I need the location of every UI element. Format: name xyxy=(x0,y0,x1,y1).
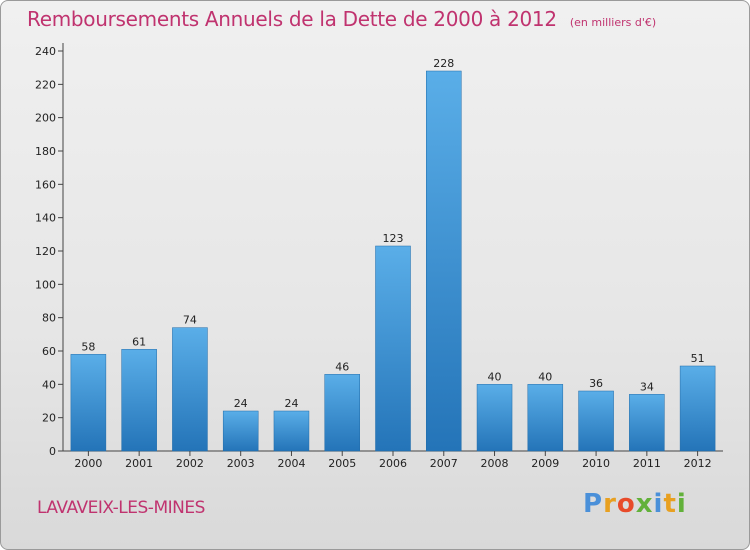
logo-letter: i xyxy=(676,489,687,519)
bar xyxy=(121,349,157,452)
logo-letter: t xyxy=(663,489,677,519)
logo-letter: r xyxy=(603,489,617,519)
data-label: 36 xyxy=(589,377,603,390)
data-label: 228 xyxy=(433,57,454,70)
x-tick-label: 2006 xyxy=(379,457,407,470)
y-tick-label: 20 xyxy=(42,412,56,425)
logo-letter: o xyxy=(616,489,636,519)
data-label: 40 xyxy=(538,370,552,383)
data-label: 58 xyxy=(81,340,95,353)
data-label: 51 xyxy=(691,352,705,365)
bar xyxy=(324,374,360,452)
x-tick-label: 2009 xyxy=(531,457,559,470)
logo-letter: x xyxy=(635,489,654,519)
data-label: 74 xyxy=(183,314,197,327)
x-tick-label: 2000 xyxy=(74,457,102,470)
x-tick-label: 2004 xyxy=(277,457,305,470)
x-tick-label: 2005 xyxy=(328,457,356,470)
chart-title: Remboursements Annuels de la Dette de 20… xyxy=(27,7,557,31)
y-tick-label: 160 xyxy=(35,178,56,191)
y-tick-label: 180 xyxy=(35,145,56,158)
x-tick-label: 2008 xyxy=(481,457,509,470)
bar xyxy=(172,327,208,452)
bar xyxy=(578,390,614,452)
data-label: 24 xyxy=(234,397,248,410)
data-label: 123 xyxy=(383,232,404,245)
y-tick-label: 60 xyxy=(42,345,56,358)
data-label: 46 xyxy=(335,360,349,373)
x-tick-label: 2003 xyxy=(227,457,255,470)
x-tick-label: 2007 xyxy=(430,457,458,470)
y-tick-label: 200 xyxy=(35,112,56,125)
y-tick-label: 80 xyxy=(42,312,56,325)
bar xyxy=(426,70,462,452)
y-tick-label: 0 xyxy=(49,445,56,458)
y-tick-label: 120 xyxy=(35,245,56,258)
bar xyxy=(70,354,107,452)
bar xyxy=(679,365,716,452)
place-name: LAVAVEIX-LES-MINES xyxy=(37,498,205,518)
logo-letter: i xyxy=(653,489,664,519)
chart-title-row: Remboursements Annuels de la Dette de 20… xyxy=(27,7,656,31)
bar xyxy=(273,410,310,452)
data-label: 24 xyxy=(284,397,298,410)
proxiti-logo: Proxiti xyxy=(583,489,687,519)
x-tick-label: 2012 xyxy=(684,457,712,470)
data-label: 61 xyxy=(132,335,146,348)
data-label: 34 xyxy=(640,380,654,393)
logo-letter: P xyxy=(583,489,604,519)
y-tick-label: 220 xyxy=(35,78,56,91)
y-tick-label: 100 xyxy=(35,278,56,291)
y-tick-label: 240 xyxy=(35,45,56,58)
bar xyxy=(527,384,564,452)
y-tick-label: 40 xyxy=(42,378,56,391)
bar xyxy=(629,394,665,452)
x-tick-label: 2001 xyxy=(125,457,153,470)
chart-subtitle: (en milliers d'€) xyxy=(569,16,657,29)
bar xyxy=(476,384,513,452)
x-tick-label: 2010 xyxy=(582,457,610,470)
bar xyxy=(222,410,259,452)
bar xyxy=(375,245,411,452)
x-tick-label: 2011 xyxy=(633,457,661,470)
y-tick-label: 140 xyxy=(35,212,56,225)
data-label: 40 xyxy=(488,370,502,383)
x-tick-label: 2002 xyxy=(176,457,204,470)
